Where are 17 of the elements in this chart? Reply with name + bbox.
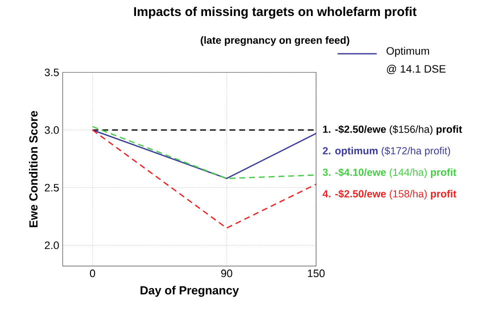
- series-label: 1. -$2.50/ewe ($156/ha) profit: [323, 125, 462, 135]
- text: Optimum: [386, 46, 430, 57]
- y-tick-label: 2.5: [44, 184, 59, 192]
- series-label: 2. optimum ($172/ha profit): [322, 146, 450, 156]
- y-axis-title: Ewe Condition Score: [28, 110, 38, 228]
- x-tick-label: 0: [90, 270, 96, 278]
- y-tick-label: 3.5: [44, 68, 59, 76]
- chart-title: Impacts of missing targets on wholefarm profit: [134, 6, 417, 19]
- text: @ 14.1 DSE: [386, 64, 446, 74]
- x-tick-label: 150: [308, 270, 325, 278]
- series-label: 4. -$2.50/ewe (158/ha) profit: [322, 190, 456, 200]
- y-tick-label: 2.0: [44, 242, 59, 250]
- chart-subtitle: (late pregnancy on green feed): [200, 36, 350, 46]
- x-axis-title: Day of Pregnancy: [140, 286, 239, 297]
- x-tick-label: 90: [221, 270, 232, 278]
- y-tick-label: 3.0: [44, 126, 59, 134]
- series-label: 3. -$4.10/ewe (144/ha) profit: [322, 168, 456, 178]
